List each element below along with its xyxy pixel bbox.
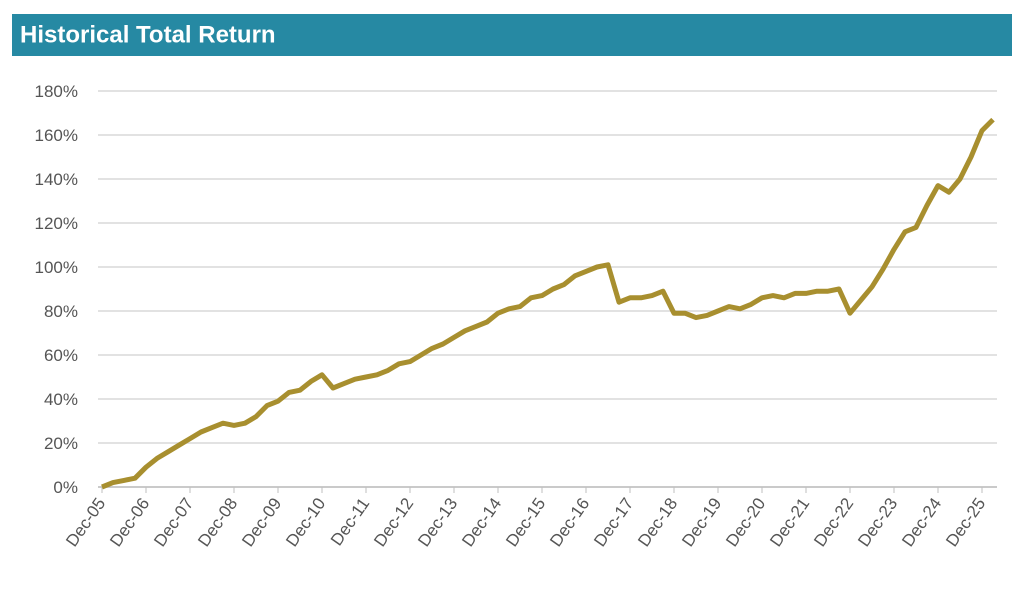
- series-line: [101, 117, 995, 490]
- chart-title: Historical Total Return: [20, 21, 276, 48]
- x-tick-label: Dec-12: [370, 494, 417, 550]
- x-tick-label: Dec-14: [458, 494, 505, 550]
- y-tick-label: 20%: [44, 434, 78, 453]
- x-tick-label: Dec-09: [238, 494, 285, 550]
- x-tick-label: Dec-24: [898, 494, 945, 550]
- x-tick-label: Dec-25: [942, 494, 989, 550]
- x-tick-label: Dec-05: [62, 494, 109, 550]
- x-tick-label: Dec-20: [722, 494, 769, 550]
- x-tick-label: Dec-19: [678, 494, 725, 550]
- title-banner: [12, 14, 1012, 56]
- x-tick-label: Dec-17: [590, 494, 637, 550]
- y-tick-label: 80%: [44, 302, 78, 321]
- x-tick-label: Dec-22: [810, 494, 857, 550]
- y-tick-label: 60%: [44, 346, 78, 365]
- y-tick-label: 160%: [35, 126, 78, 145]
- x-tick-label: Dec-08: [194, 494, 241, 550]
- x-tick-label: Dec-16: [546, 494, 593, 550]
- x-tick-label: Dec-07: [150, 494, 197, 550]
- x-tick-label: Dec-23: [854, 494, 901, 550]
- x-tick-label: Dec-21: [766, 494, 813, 550]
- x-tick-label: Dec-10: [282, 494, 329, 550]
- y-tick-label: 120%: [35, 214, 78, 233]
- y-tick-label: 180%: [35, 82, 78, 101]
- x-tick-label: Dec-06: [106, 494, 153, 550]
- x-tick-label: Dec-13: [414, 494, 461, 550]
- y-tick-label: 40%: [44, 390, 78, 409]
- x-tick-label: Dec-18: [634, 494, 681, 550]
- y-tick-label: 0%: [53, 478, 78, 497]
- x-tick-label: Dec-11: [327, 494, 373, 549]
- y-tick-label: 140%: [35, 170, 78, 189]
- x-tick-label: Dec-15: [502, 494, 549, 550]
- y-tick-label: 100%: [35, 258, 78, 277]
